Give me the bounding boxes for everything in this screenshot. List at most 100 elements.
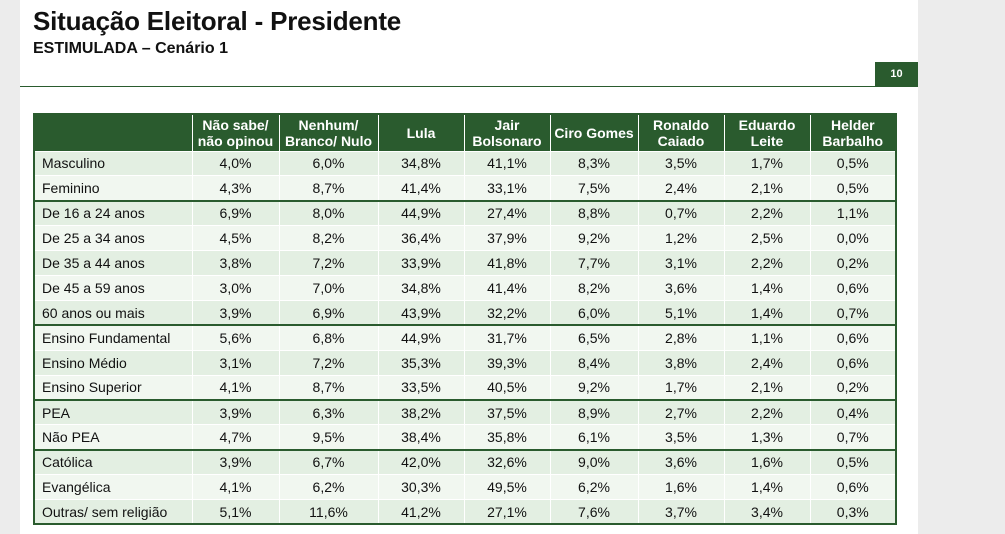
column-header: Não sabe/ não opinou [191, 114, 279, 151]
row-label: Ensino Superior [34, 374, 192, 400]
row-label: Não PEA [34, 424, 192, 450]
row-label: Ensino Médio [34, 349, 192, 376]
table-row: 60 anos ou mais 3,9% 6,9% 43,9% 32,2% 6,0% 5,1… [34, 299, 896, 326]
value-cell: 0,5% [809, 448, 896, 475]
table-row: PEA 3,9% 6,3% 38,2% 37,5% 8,9% 2,7% 2,2% 0,4% [34, 398, 896, 425]
value-cell: 8,9% [549, 398, 638, 425]
value-cell: 7,5% [549, 175, 638, 201]
value-cell: 3,9% [191, 448, 279, 475]
table-row: Ensino Superior 4,1% 8,7% 33,5% 40,5% 9,2% 1,7… [34, 374, 896, 400]
value-cell: 5,6% [191, 324, 279, 351]
value-cell: 4,1% [191, 374, 279, 400]
value-cell: 4,7% [191, 424, 279, 450]
value-cell: 49,5% [463, 474, 550, 500]
value-cell: 0,0% [809, 225, 896, 251]
value-cell: 0,2% [809, 250, 896, 276]
results-table: Não sabe/ não opinou Nenhum/ Branco/ Nulo… [33, 113, 897, 526]
value-cell: 2,7% [637, 398, 724, 425]
table-row: Ensino Médio 3,1% 7,2% 35,3% 39,3% 8,4% 3,8% 2,… [34, 349, 896, 376]
column-header: Ciro Gomes [549, 114, 638, 151]
page-title: Situação Eleitoral - Presidente [33, 6, 402, 36]
value-cell: 3,8% [191, 250, 279, 276]
value-cell: 1,4% [723, 299, 810, 326]
row-label: De 25 a 34 anos [34, 225, 192, 251]
value-cell: 35,3% [377, 349, 464, 376]
page-subtitle: ESTIMULADA – Cenário 1 [33, 40, 228, 57]
value-cell: 7,2% [278, 349, 378, 376]
slide: Situação Eleitoral - Presidente ESTIMULA… [20, 0, 918, 534]
table-row: Outras/ sem religião 5,1% 11,6% 41,2% 27,1% 7… [34, 498, 896, 525]
value-cell: 0,6% [809, 349, 896, 376]
value-cell: 9,2% [549, 374, 638, 400]
value-cell: 37,9% [463, 225, 550, 251]
value-cell: 44,9% [377, 324, 464, 351]
row-label: De 35 a 44 anos [34, 250, 192, 276]
value-cell: 31,7% [463, 324, 550, 351]
value-cell: 34,8% [377, 274, 464, 301]
value-cell: 2,2% [723, 398, 810, 425]
value-cell: 41,2% [377, 498, 464, 525]
value-cell: 3,8% [637, 349, 724, 376]
column-header: Jair Bolsonaro [463, 114, 550, 151]
row-label: De 16 a 24 anos [34, 199, 192, 226]
value-cell: 3,6% [637, 448, 724, 475]
column-header: Helder Barbalho [809, 114, 896, 151]
value-cell: 2,2% [723, 199, 810, 226]
header-divider [20, 86, 918, 87]
value-cell: 6,8% [278, 324, 378, 351]
value-cell: 3,6% [637, 274, 724, 301]
column-header: Lula [377, 114, 464, 151]
table-row: De 35 a 44 anos 3,8% 7,2% 33,9% 41,8% 7,7% 3,1… [34, 250, 896, 276]
row-label: Feminino [34, 175, 192, 201]
value-cell: 41,8% [463, 250, 550, 276]
value-cell: 41,4% [377, 175, 464, 201]
value-cell: 3,5% [637, 424, 724, 450]
value-cell: 33,1% [463, 175, 550, 201]
value-cell: 11,6% [278, 498, 378, 525]
value-cell: 3,9% [191, 398, 279, 425]
value-cell: 35,8% [463, 424, 550, 450]
column-header: Eduardo Leite [723, 114, 810, 151]
value-cell: 6,0% [278, 150, 378, 176]
value-cell: 0,6% [809, 324, 896, 351]
value-cell: 9,5% [278, 424, 378, 450]
table-row: De 16 a 24 anos 6,9% 8,0% 44,9% 27,4% 8,8% 0,7… [34, 199, 896, 226]
value-cell: 1,6% [723, 448, 810, 475]
value-cell: 6,9% [278, 299, 378, 326]
value-cell: 8,0% [278, 199, 378, 226]
table-row: Católica 3,9% 6,7% 42,0% 32,6% 9,0% 3,6% 1,6% 0,… [34, 448, 896, 475]
value-cell: 1,3% [723, 424, 810, 450]
value-cell: 2,1% [723, 175, 810, 201]
value-cell: 7,6% [549, 498, 638, 525]
value-cell: 32,6% [463, 448, 550, 475]
page-number-badge: 10 [875, 62, 918, 86]
value-cell: 5,1% [637, 299, 724, 326]
value-cell: 1,1% [723, 324, 810, 351]
value-cell: 0,7% [809, 299, 896, 326]
value-cell: 1,2% [637, 225, 724, 251]
value-cell: 7,7% [549, 250, 638, 276]
value-cell: 0,3% [809, 498, 896, 525]
value-cell: 0,2% [809, 374, 896, 400]
value-cell: 3,7% [637, 498, 724, 525]
table-row: Feminino 4,3% 8,7% 41,4% 33,1% 7,5% 2,4% 2,1% 0,… [34, 175, 896, 201]
value-cell: 3,1% [191, 349, 279, 376]
value-cell: 1,1% [809, 199, 896, 226]
table-row: De 25 a 34 anos 4,5% 8,2% 36,4% 37,9% 9,2% 1,2… [34, 225, 896, 251]
value-cell: 1,4% [723, 274, 810, 301]
value-cell: 7,0% [278, 274, 378, 301]
value-cell: 3,5% [637, 150, 724, 176]
row-label: Evangélica [34, 474, 192, 500]
value-cell: 38,4% [377, 424, 464, 450]
value-cell: 0,4% [809, 398, 896, 425]
value-cell: 6,5% [549, 324, 638, 351]
row-label: Masculino [34, 150, 192, 176]
value-cell: 0,7% [809, 424, 896, 450]
value-cell: 40,5% [463, 374, 550, 400]
column-header: Nenhum/ Branco/ Nulo [278, 114, 378, 151]
value-cell: 8,8% [549, 199, 638, 226]
value-cell: 2,1% [723, 374, 810, 400]
value-cell: 32,2% [463, 299, 550, 326]
value-cell: 1,7% [637, 374, 724, 400]
value-cell: 4,1% [191, 474, 279, 500]
